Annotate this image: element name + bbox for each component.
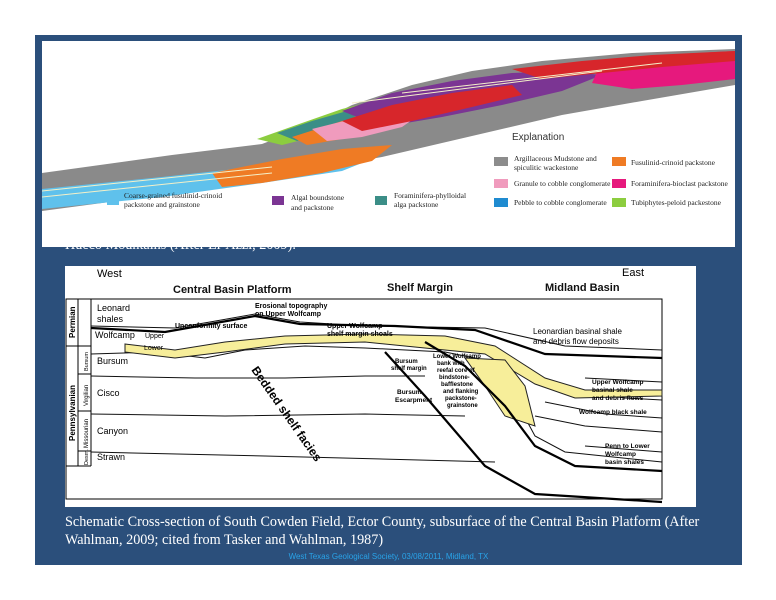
- legend-swatch-foraminifera-bioclast: [612, 179, 626, 188]
- facies-bedding-lines: [42, 62, 663, 198]
- svg-text:Algal boundstone: Algal boundstone: [291, 193, 345, 202]
- unit-cisco: Cisco: [97, 388, 120, 398]
- cross-section-figure: West East Central Basin Platform Shelf M…: [65, 266, 696, 507]
- legend-label: Tubiphytes-peloid packestone: [631, 198, 722, 207]
- legend-item: Foraminifera-bioclast packstone: [612, 179, 729, 188]
- facies-orange-lower: [212, 145, 392, 187]
- svg-text:alga packstone: alga packstone: [394, 200, 439, 209]
- legend-item: Coarse-grained fusulinid-crinoid packsto…: [107, 191, 222, 209]
- wolfcamp-band: [124, 333, 663, 399]
- annotation-penn-lower: Penn to Lower Wolfcamp basin shales: [605, 443, 650, 466]
- legend-label: Coarse-grained fusulinid-crinoid: [124, 191, 222, 200]
- unit-canyon: Canyon: [97, 426, 128, 436]
- annotation-leonardian: Leonardian basinal shale and debris flow …: [533, 327, 623, 346]
- annotation-lower-wolfcamp-bank: Lower Wolfcamp bank with reefal core of …: [433, 354, 483, 409]
- facies-red: [342, 85, 522, 131]
- region-shelf-margin: Shelf Margin: [387, 282, 453, 294]
- caption-bottom: Schematic Cross-section of South Cowden …: [65, 514, 700, 548]
- stratigraphic-column: [65, 298, 663, 500]
- legend-label: Foraminifera-bioclast packstone: [631, 179, 729, 188]
- series-desm: Desm.: [84, 449, 90, 465]
- legend-label: Pebble to cobble conglomerate: [514, 198, 607, 207]
- annotation-bursum-escarpment: Bursum Escarpment: [395, 389, 433, 404]
- unit-lower: Lower: [144, 345, 164, 352]
- legend-swatch-coarse-fusulinid: [107, 196, 119, 205]
- svg-text:Tubiphytes-peloid packestone: Tubiphytes-peloid packestone: [631, 198, 722, 207]
- legend-label: packstone and grainstone: [124, 200, 200, 209]
- legend-swatch-algal-boundstone: [272, 196, 284, 205]
- unit-strawn: Strawn: [97, 452, 125, 462]
- svg-text:spiculitic wackestone: spiculitic wackestone: [514, 163, 579, 172]
- unit-wolfcamp: Wolfcamp: [95, 330, 135, 340]
- legend-swatch-fusulinid-crinoid: [612, 157, 626, 166]
- svg-text:packstone and grainstone: packstone and grainstone: [124, 200, 200, 209]
- explanation-title: Explanation: [512, 132, 564, 143]
- legend-label: Fusulinid-crinoid packstone: [631, 158, 716, 167]
- legend-label: Granule to cobble conglomerate: [514, 179, 611, 188]
- legend-label: spiculitic wackestone: [514, 163, 579, 172]
- legend-item: Fusulinid-crinoid packstone: [612, 157, 716, 167]
- region-central-basin-platform: Central Basin Platform: [173, 284, 292, 296]
- unit-shales: shales: [97, 314, 124, 324]
- series-bursum: Bursum: [84, 352, 90, 371]
- legend-label: and packstone: [291, 203, 334, 212]
- series-virgilian: Virgilian: [84, 385, 90, 406]
- svg-text:Pebble to cobble conglomerate: Pebble to cobble conglomerate: [514, 198, 607, 207]
- region-midland-basin: Midland Basin: [545, 282, 620, 294]
- annotation-upper-wolfcamp-basinal: Upper Wolfcamp basinal shale and debris fl…: [592, 379, 644, 402]
- legend-item: Algal boundstone and packstone: [272, 193, 345, 212]
- legend-label: Algal boundstone: [291, 193, 345, 202]
- annotation-bursum-margin: Bursum shelf margin: [391, 359, 427, 372]
- legend-label: alga packstone: [394, 200, 439, 209]
- annotation-unconformity: Unconformity surface: [175, 323, 247, 330]
- svg-text:Fusulinid-crinoid packstone: Fusulinid-crinoid packstone: [631, 158, 716, 167]
- facies-red-right: [512, 51, 735, 79]
- cross-section-diagram: West East Central Basin Platform Shelf M…: [65, 267, 663, 504]
- legend-label: Argillaceous Mudstone and: [514, 154, 597, 163]
- svg-text:Argillaceous Mudstone and: Argillaceous Mudstone and: [514, 154, 597, 163]
- legend-item: Granule to cobble conglomerate: [494, 179, 611, 188]
- unit-leonard: Leonard: [97, 303, 130, 313]
- facies-model-diagram: Explanation Argillaceous Mudstone and sp…: [42, 49, 735, 212]
- legend-item: Argillaceous Mudstone and spiculitic wac…: [494, 154, 597, 172]
- facies-model-figure: Explanation Argillaceous Mudstone and sp…: [42, 41, 735, 247]
- slide-background: Explanation Argillaceous Mudstone and sp…: [35, 35, 742, 565]
- annotation-bedded-shelf: Bedded shelf facies: [249, 364, 325, 465]
- svg-text:Coarse-grained fusulinid-crino: Coarse-grained fusulinid-crinoid: [124, 191, 222, 200]
- annotation-erosional: Erosional topography on Upper Wolfcamp: [255, 303, 327, 318]
- legend-label: Foraminifera-phylloidal: [394, 191, 466, 200]
- svg-text:Foraminifera-phylloidal: Foraminifera-phylloidal: [394, 191, 466, 200]
- annotation-black-shale: Wolfcamp black shale: [579, 409, 647, 416]
- unit-upper: Upper: [145, 333, 165, 340]
- legend-swatch-foraminifera-phylloidal: [375, 196, 387, 205]
- legend-item: Pebble to cobble conglomerate: [494, 198, 607, 207]
- annotation-shoals: Upper Wolfcamp shelf margin shoals: [327, 323, 393, 338]
- system-pennsylvanian: Pennsylvanian: [68, 385, 77, 441]
- facies-teal: [277, 111, 362, 141]
- legend: Argillaceous Mudstone and spiculitic wac…: [107, 154, 729, 212]
- unit-bursum: Bursum: [97, 356, 128, 366]
- annotations: Unconformity surface Erosional topograph…: [175, 303, 650, 466]
- system-permian: Permian: [68, 306, 77, 338]
- footer-credit: West Texas Geological Society, 03/08/201…: [288, 552, 489, 561]
- svg-text:Foraminifera-bioclast packston: Foraminifera-bioclast packstone: [631, 179, 729, 188]
- legend-swatch-granule-conglomerate: [494, 179, 508, 188]
- legend-swatch-mudstone: [494, 157, 508, 166]
- series-missourian: Missourian: [84, 419, 90, 448]
- legend-item: Foraminifera-phylloidal alga packstone: [375, 191, 466, 209]
- major-boundaries: [90, 314, 663, 504]
- legend-swatch-tubiphytes: [612, 198, 626, 207]
- legend-item: Tubiphytes-peloid packestone: [612, 198, 722, 207]
- east-label: East: [622, 267, 644, 279]
- caption-top: Model showing facies distribution, geome…: [65, 219, 707, 253]
- svg-text:Granule to cobble conglomerate: Granule to cobble conglomerate: [514, 179, 611, 188]
- legend-swatch-pebble-conglomerate: [494, 198, 508, 207]
- west-label: West: [97, 268, 122, 280]
- svg-text:and packstone: and packstone: [291, 203, 334, 212]
